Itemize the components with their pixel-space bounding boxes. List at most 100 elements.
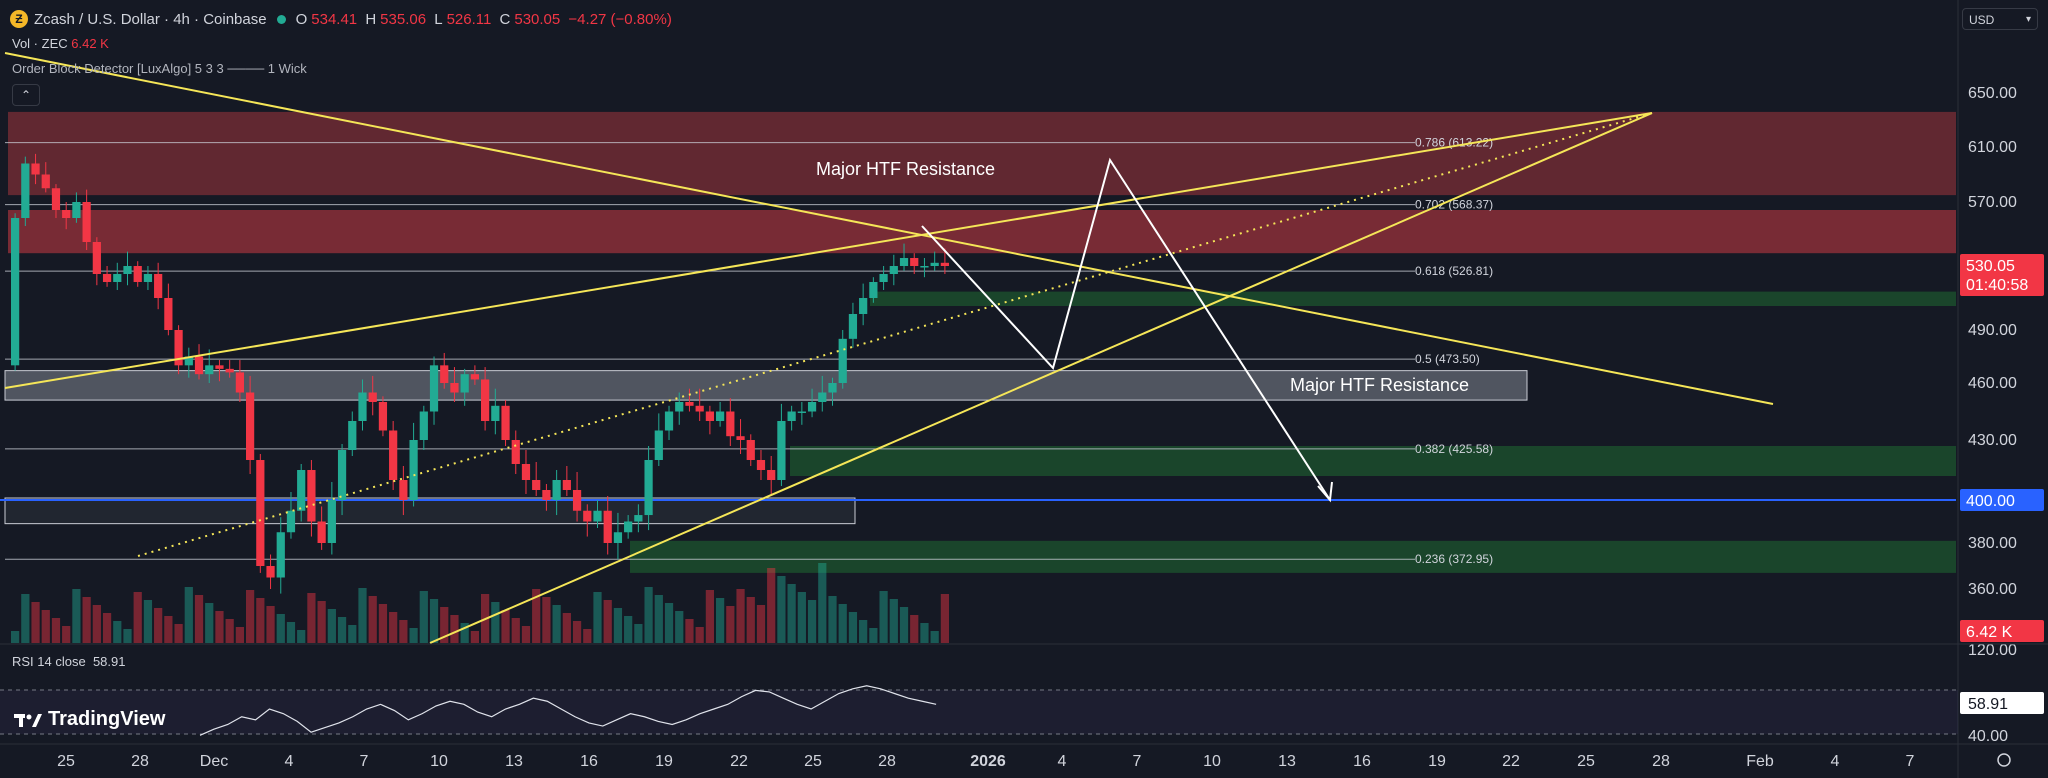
tradingview-logo: TradingView [14, 708, 165, 731]
candle [542, 490, 551, 500]
y-tick-label: 610.00 [1968, 139, 2017, 156]
volume-bar [470, 631, 479, 643]
volume-bar [869, 628, 878, 643]
candle [583, 510, 592, 522]
volume-bar [562, 613, 571, 643]
chevron-down-icon: ▾ [2025, 14, 2031, 25]
volume-bar [429, 599, 439, 643]
indicator-legend[interactable]: Order Block Detector [LuxAlgo] 5 3 3 ───… [12, 61, 307, 76]
x-tick-label: 22 [1502, 753, 1520, 770]
volume-bar [143, 600, 153, 643]
volume-bar [613, 608, 623, 643]
candle [143, 274, 153, 282]
fib-label-5: 0.236 (372.95) [1415, 552, 1493, 566]
symbol-title[interactable]: Zcash / U.S. Dollar · 4h · Coinbase [34, 10, 267, 28]
candle [491, 405, 500, 421]
candle [470, 374, 479, 380]
volume-bar [899, 607, 909, 643]
candle [930, 262, 939, 266]
volume-bar [266, 606, 275, 643]
candle [654, 430, 663, 460]
candle [879, 274, 888, 282]
candle [910, 258, 919, 266]
candle [807, 402, 817, 412]
candle [828, 383, 837, 393]
candle [358, 392, 367, 421]
candle [787, 411, 796, 421]
rsi-legend[interactable]: RSI 14 close 58.91 [12, 654, 126, 669]
volume-bar [797, 592, 806, 643]
y-tick-label: 570.00 [1968, 194, 2017, 211]
volume-legend[interactable]: Vol · ZEC 6.42 K [12, 36, 109, 51]
chevron-up-icon[interactable]: ⌃ [12, 84, 40, 106]
volume-bar [634, 624, 643, 643]
candle [399, 480, 408, 500]
candle [286, 510, 296, 533]
y-tick-label: 490.00 [1968, 322, 2017, 339]
volume-bar [184, 587, 193, 643]
volume-bar [859, 620, 868, 643]
candle [889, 266, 898, 274]
candle [450, 383, 459, 393]
candle [767, 470, 776, 480]
candle [685, 402, 694, 406]
volume-bar [685, 619, 694, 643]
candle [940, 262, 949, 266]
volume-label: 6.42 K [1966, 624, 2013, 641]
volume-bar [930, 631, 939, 643]
fib-label-2: 0.618 (526.81) [1415, 264, 1493, 278]
x-tick-label: Dec [200, 753, 228, 770]
candle [194, 356, 204, 375]
volume-bar [736, 589, 745, 643]
gear-icon[interactable] [1997, 753, 2011, 767]
rsi-axis-label: 40.00 [1968, 728, 2008, 745]
volume-bar [286, 622, 296, 643]
volume-bar [501, 610, 510, 643]
rsi-value-label: 58.91 [1968, 696, 2008, 713]
candle [716, 411, 725, 421]
candle [317, 521, 326, 543]
candle [777, 421, 786, 480]
volume-bar [542, 597, 551, 643]
candle [337, 450, 347, 500]
volume-bar [225, 619, 234, 643]
candle [593, 510, 602, 522]
volume-bar [675, 611, 684, 643]
candle [460, 374, 469, 393]
volume-bar [460, 623, 469, 643]
volume-bar [133, 592, 142, 643]
annotation-label-1: Major HTF Resistance [816, 159, 995, 179]
y-tick-label: 360.00 [1968, 581, 2017, 598]
volume-bar [246, 590, 255, 643]
volume-bar [378, 604, 388, 643]
candle [859, 298, 868, 314]
candle [644, 460, 653, 516]
x-tick-label: 16 [1353, 753, 1371, 770]
tradingview-logo-icon [14, 713, 42, 727]
candle [92, 242, 101, 274]
volume-bar [440, 607, 449, 643]
volume-bar [358, 588, 367, 643]
candle [246, 392, 255, 460]
candle [368, 392, 377, 402]
ohlc-values: O 534.41 H 535.06 L 526.11 C 530.05 −4.27 (−… [295, 10, 672, 28]
candle [31, 163, 40, 175]
volume-bar [756, 605, 766, 643]
currency-select[interactable]: USD ▾ [1962, 8, 2038, 30]
candle [869, 282, 878, 298]
volume-bar [777, 576, 786, 643]
x-tick-label: 13 [505, 753, 523, 770]
volume-bar [41, 610, 50, 643]
volume-bar [572, 621, 582, 643]
volume-bar [399, 620, 408, 643]
candle [123, 266, 132, 274]
candle [11, 218, 20, 366]
volume-bar [511, 618, 520, 643]
projection-arrow-icon [1317, 481, 1333, 503]
volume-bar [644, 587, 653, 643]
candle [154, 274, 163, 298]
volume-bar [154, 608, 163, 643]
candle [818, 392, 827, 402]
volume-bar [705, 590, 714, 643]
